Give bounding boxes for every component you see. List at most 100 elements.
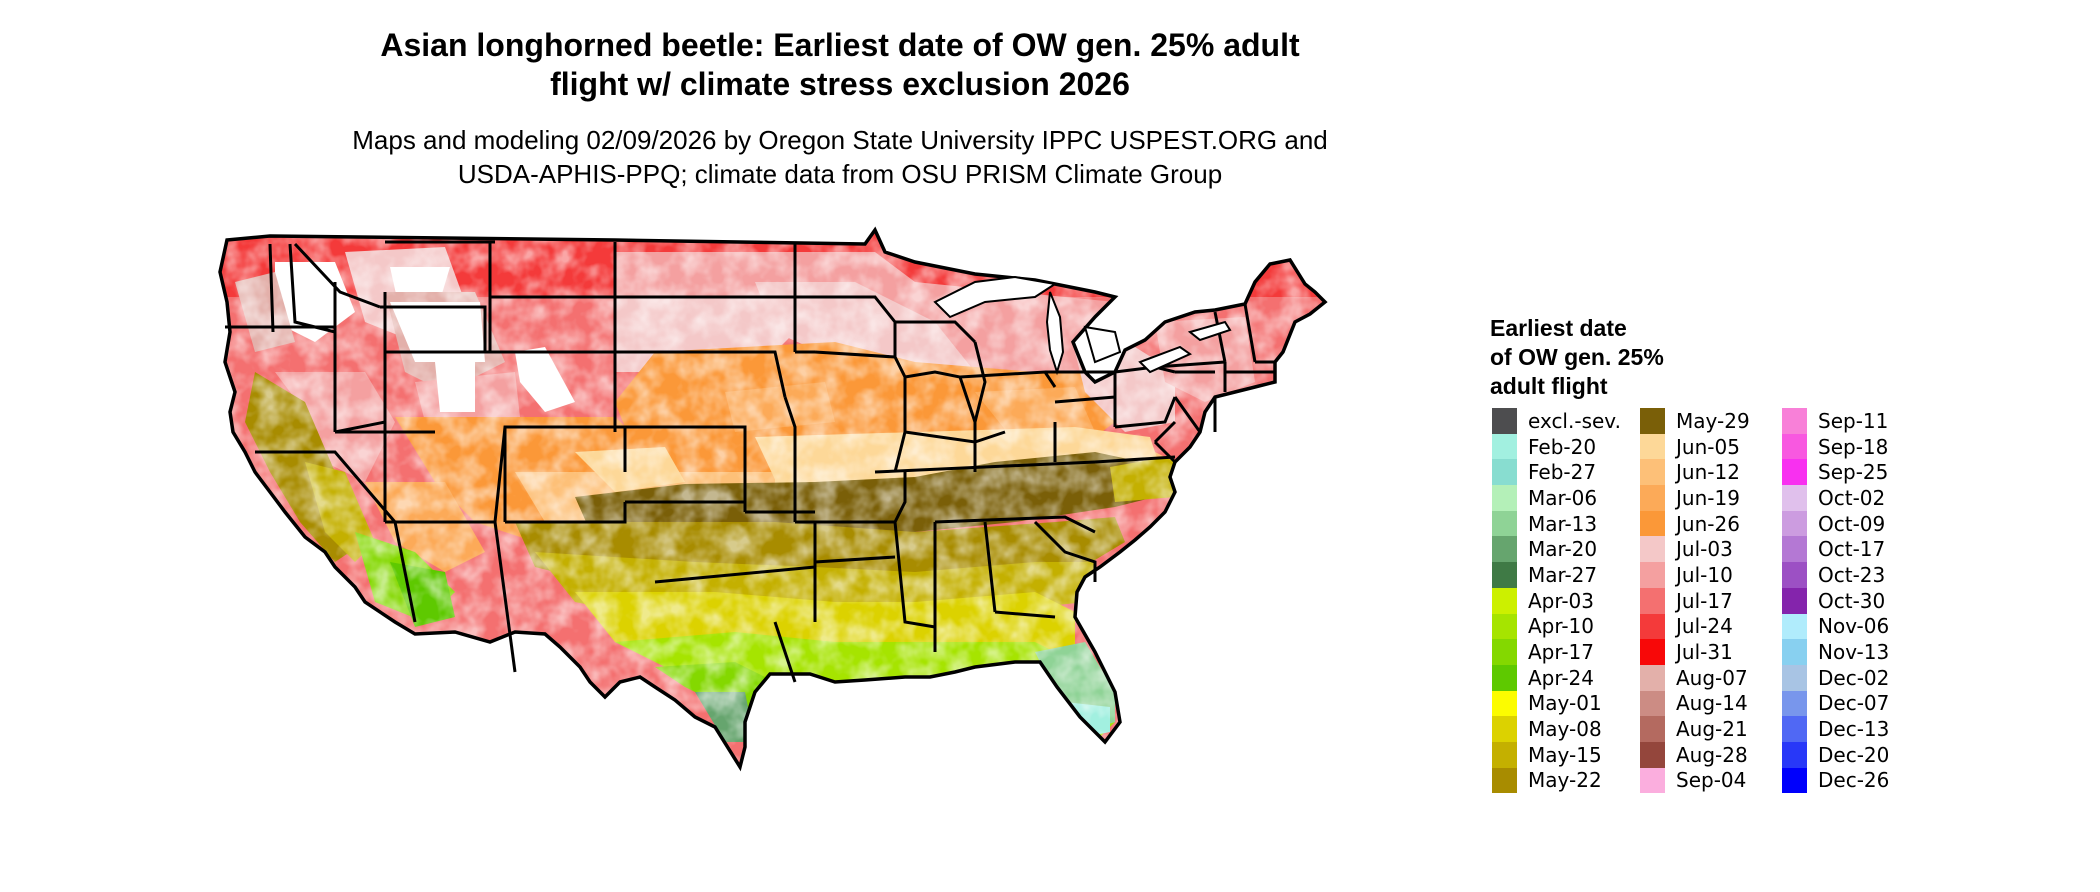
legend-item: excl.-sev. — [1492, 408, 1621, 434]
legend-swatch — [1492, 664, 1517, 691]
legend-swatch — [1492, 485, 1517, 511]
legend-swatch — [1492, 510, 1517, 537]
legend-label: Jun-19 — [1676, 485, 1740, 510]
legend-swatch — [1492, 408, 1517, 434]
legend-swatch — [1640, 433, 1665, 460]
legend-item: Jul-31 — [1640, 639, 1750, 665]
legend-title: Earliest date of OW gen. 25% adult fligh… — [1490, 314, 1790, 401]
legend-swatch — [1640, 741, 1665, 768]
legend-label: Dec-02 — [1818, 665, 1890, 690]
legend-item: Dec-13 — [1782, 716, 1889, 742]
great-lakes — [933, 275, 1232, 376]
legend-swatch — [1492, 459, 1517, 486]
legend-item: Apr-03 — [1492, 587, 1621, 614]
legend-column-3: Sep-11 Sep-18 Sep-25 Oct-02 Oct-09 Oct-17 Oct-… — [1782, 408, 1890, 794]
legend-label: Sep-11 — [1818, 408, 1889, 433]
legend-label: Feb-20 — [1528, 434, 1597, 459]
legend-swatch — [1492, 587, 1517, 614]
map-title-line1: Asian longhorned beetle: Earliest date o… — [380, 27, 1300, 63]
legend-swatch — [1782, 536, 1807, 563]
legend-label: Sep-25 — [1818, 460, 1889, 485]
legend-label: May-15 — [1528, 742, 1602, 767]
legend-label: Dec-20 — [1818, 742, 1890, 767]
legend-swatch — [1640, 459, 1665, 486]
legend-swatch — [1640, 485, 1665, 511]
legend-label: Apr-17 — [1528, 640, 1594, 665]
legend-label: May-01 — [1528, 691, 1602, 716]
legend-swatch — [1640, 767, 1665, 794]
legend-swatch — [1492, 562, 1517, 588]
legend-swatch — [1782, 408, 1807, 434]
legend-label: Nov-06 — [1818, 614, 1890, 639]
legend-item: Jul-17 — [1640, 587, 1750, 614]
legend-swatch — [1640, 690, 1665, 717]
legend-label: Oct-30 — [1818, 588, 1886, 613]
legend-item: Mar-20 — [1492, 536, 1621, 563]
legend-label: Sep-18 — [1818, 434, 1889, 459]
legend-label: Aug-28 — [1676, 742, 1748, 767]
legend-item: Dec-26 — [1782, 767, 1890, 794]
legend-item: Oct-02 — [1782, 485, 1889, 511]
legend-label: Aug-21 — [1676, 717, 1748, 742]
legend-item: May-08 — [1492, 716, 1621, 742]
legend-label: Apr-10 — [1528, 614, 1594, 639]
legend-swatch — [1782, 690, 1807, 717]
legend-item: May-15 — [1492, 741, 1621, 768]
legend-label: Mar-20 — [1528, 537, 1598, 562]
legend-item: Nov-06 — [1782, 613, 1890, 640]
legend-item: Dec-20 — [1782, 741, 1890, 768]
map-subtitle-line1: Maps and modeling 02/09/2026 by Oregon S… — [352, 125, 1328, 155]
legend-item: May-01 — [1492, 690, 1621, 717]
legend-label: Oct-09 — [1818, 511, 1886, 536]
legend-swatch — [1782, 587, 1807, 614]
legend-label: Jul-03 — [1676, 537, 1733, 562]
legend-item: Oct-09 — [1782, 510, 1889, 537]
legend-swatch — [1782, 664, 1807, 691]
legend-swatch — [1492, 690, 1517, 717]
legend-item: Jun-12 — [1640, 459, 1750, 486]
legend-swatch — [1492, 433, 1517, 460]
legend-swatch — [1782, 716, 1807, 742]
legend-item: Apr-10 — [1492, 613, 1621, 640]
legend-swatch — [1782, 433, 1807, 460]
legend-label: Nov-13 — [1818, 640, 1890, 665]
legend-item: Feb-20 — [1492, 433, 1621, 460]
legend-swatch — [1640, 716, 1665, 742]
legend-swatch — [1640, 639, 1665, 665]
legend-label: May-08 — [1528, 717, 1602, 742]
legend-swatch — [1492, 741, 1517, 768]
legend-label: Apr-24 — [1528, 665, 1594, 690]
legend-swatch — [1782, 459, 1807, 486]
legend-label: Mar-27 — [1528, 562, 1598, 587]
legend-swatch — [1782, 741, 1807, 768]
legend-swatch — [1640, 510, 1665, 537]
legend-item: Nov-13 — [1782, 639, 1889, 665]
legend-label: Jun-26 — [1676, 511, 1740, 536]
legend-item: Sep-18 — [1782, 433, 1889, 460]
legend-item: Oct-30 — [1782, 587, 1889, 614]
legend-label: Oct-23 — [1818, 562, 1886, 587]
legend-label: Jul-10 — [1676, 562, 1733, 587]
legend-item: Apr-17 — [1492, 639, 1621, 665]
legend-label: Dec-26 — [1818, 768, 1890, 793]
legend-label: Mar-06 — [1528, 485, 1598, 510]
legend-label: Jun-05 — [1676, 434, 1740, 459]
legend-item: May-22 — [1492, 767, 1621, 794]
legend-item: Aug-28 — [1640, 741, 1750, 768]
legend-column-2: May-29 Jun-05 Jun-12 Jun-19 Jun-26 Jul-03 Jul-… — [1640, 408, 1750, 794]
legend-label: Aug-07 — [1676, 665, 1748, 690]
legend-swatch — [1492, 613, 1517, 640]
legend-item: Oct-23 — [1782, 562, 1889, 588]
legend-swatch — [1492, 639, 1517, 665]
legend-title-line2: of OW gen. 25% — [1490, 344, 1664, 370]
legend-item: Oct-17 — [1782, 536, 1889, 563]
legend-item: Dec-02 — [1782, 664, 1890, 691]
legend-label: May-22 — [1528, 768, 1602, 793]
legend-item: Dec-07 — [1782, 690, 1889, 717]
legend-item: May-29 — [1640, 408, 1750, 434]
legend-swatch — [1782, 639, 1807, 665]
map-title-line2: flight w/ climate stress exclusion 2026 — [550, 66, 1130, 102]
legend-label: Mar-13 — [1528, 511, 1598, 536]
legend-label: Jun-12 — [1676, 460, 1740, 485]
legend-item: Sep-11 — [1782, 408, 1889, 434]
